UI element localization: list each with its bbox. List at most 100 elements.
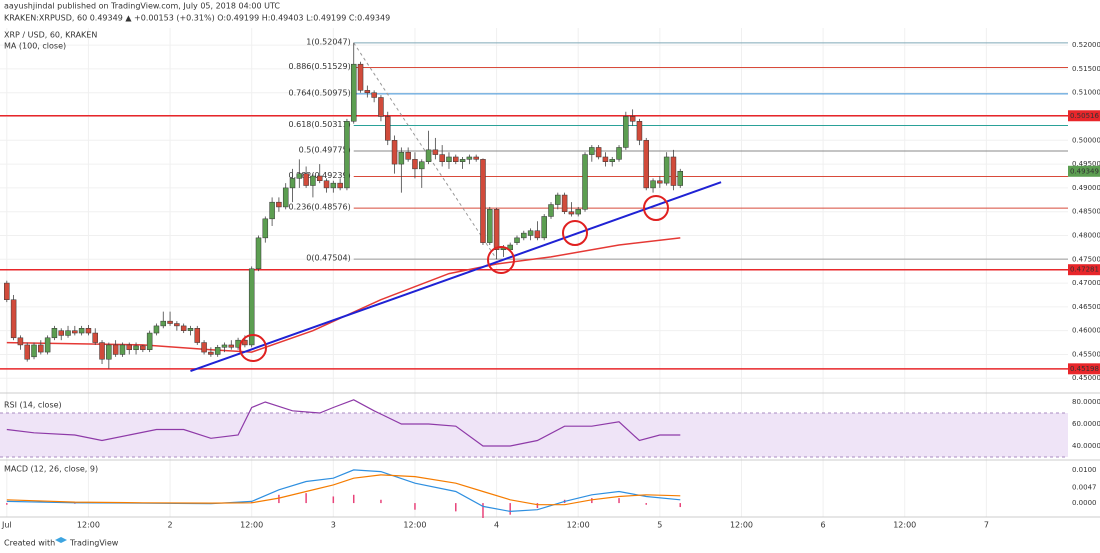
circle-annotation (643, 195, 669, 221)
candle-body (133, 345, 139, 350)
fib-label: 0.886(0.51529) (288, 62, 350, 71)
y-tick-label: 0.50000 (1072, 136, 1100, 144)
candle-body (350, 63, 357, 122)
rsi-tick-label: 40.0000 (1072, 442, 1100, 450)
x-tick-label: 2 (168, 521, 173, 530)
macd-tick-label: 0.0100 (1072, 466, 1097, 474)
candle-body (310, 175, 316, 186)
y-tick-label: 0.46500 (1072, 303, 1100, 311)
candle-body (398, 151, 405, 165)
y-tick-label: 0.49000 (1072, 184, 1100, 192)
candle-body (412, 159, 418, 170)
x-tick-label: 12:00 (730, 521, 753, 530)
candle-body (487, 209, 493, 243)
fib-diagonal (353, 42, 498, 260)
macd-tick-label: 0.0000 (1072, 499, 1097, 507)
x-tick-label: 12:00 (77, 521, 100, 530)
x-tick-label: 12:00 (893, 521, 916, 530)
candle-body (391, 140, 398, 165)
candle-body (623, 116, 629, 148)
candle-body (112, 344, 119, 355)
candle-body (31, 344, 37, 358)
candle-body (119, 344, 126, 355)
candle-body (167, 320, 173, 324)
candle-body (432, 149, 439, 155)
x-tick-label: 12:00 (403, 521, 426, 530)
ma-label: MA (100, close) (4, 42, 66, 51)
quote-line: KRAKEN:XRPUSD, 60 0.49349 ▲ +0.00153 (+0… (4, 14, 390, 23)
fib-label: 1(0.52047) (306, 37, 350, 46)
x-tick-label: 7 (984, 521, 989, 530)
footer-created: Created with (4, 539, 55, 548)
candle-body (650, 180, 656, 189)
candle-body (466, 156, 473, 160)
fib-label: 0(0.47504) (306, 254, 350, 263)
macd-tick-label: 0.0047 (1072, 484, 1097, 492)
candle-body (51, 328, 58, 339)
candle-body (425, 149, 432, 162)
candle-body (493, 209, 500, 251)
rsi-label: RSI (14, close) (4, 401, 62, 410)
candle-body (527, 230, 534, 236)
candle-body (405, 151, 411, 160)
candle-body (269, 201, 275, 220)
candle-body (106, 344, 112, 360)
candle-body (228, 344, 235, 348)
candle-body (514, 237, 520, 243)
candle-body (187, 328, 194, 331)
candle-body (337, 182, 343, 189)
candle-body (44, 337, 51, 353)
candle-body (214, 347, 221, 355)
candle-body (480, 159, 486, 243)
level-tag (1068, 110, 1100, 122)
candle-body (657, 180, 663, 184)
candle-body (201, 342, 207, 353)
fib-label: 0.764(0.50975) (288, 88, 350, 97)
candle-body (677, 170, 684, 186)
candle-body (561, 194, 568, 212)
y-tick-label: 0.49500 (1072, 160, 1100, 168)
candle-body (439, 154, 445, 162)
candle-body (17, 337, 24, 346)
rsi-band (0, 413, 1068, 457)
candle-body (670, 156, 677, 186)
candle-body (595, 147, 602, 158)
logo (55, 537, 67, 543)
macd-line (6, 474, 681, 506)
candle-body (174, 323, 180, 327)
x-tick-label: 12:00 (240, 521, 263, 530)
last-price-tag (1068, 165, 1100, 177)
candle-body (255, 237, 262, 270)
candle-body (602, 156, 609, 162)
candle-body (10, 299, 17, 339)
candle-body (194, 328, 201, 343)
candle-body (58, 330, 64, 336)
level-tag-label: 0.47281 (1070, 266, 1099, 274)
y-tick-label: 0.46000 (1072, 327, 1100, 335)
candle-body (568, 211, 575, 215)
candle-body (541, 216, 547, 239)
candle-body (663, 156, 670, 184)
candle-body (629, 116, 636, 122)
candle-body (582, 154, 588, 210)
candle-body (575, 209, 581, 215)
candle-body (153, 325, 160, 334)
candle-body (419, 161, 425, 170)
candle-body (72, 330, 78, 334)
candle-body (459, 159, 466, 162)
y-tick-label: 0.52000 (1072, 41, 1100, 49)
x-tick-label: 6 (821, 521, 826, 530)
candle-body (446, 156, 452, 162)
candle-body (296, 173, 303, 179)
candle-body (303, 173, 309, 186)
candle-body (371, 92, 377, 98)
candle-body (534, 230, 541, 239)
candle-body (636, 121, 643, 141)
candle-body (330, 182, 337, 189)
candle-body (616, 147, 622, 160)
fib-label: 0.236(0.48576) (288, 203, 350, 212)
y-tick-label: 0.51000 (1072, 89, 1100, 97)
candle-body (78, 328, 85, 334)
